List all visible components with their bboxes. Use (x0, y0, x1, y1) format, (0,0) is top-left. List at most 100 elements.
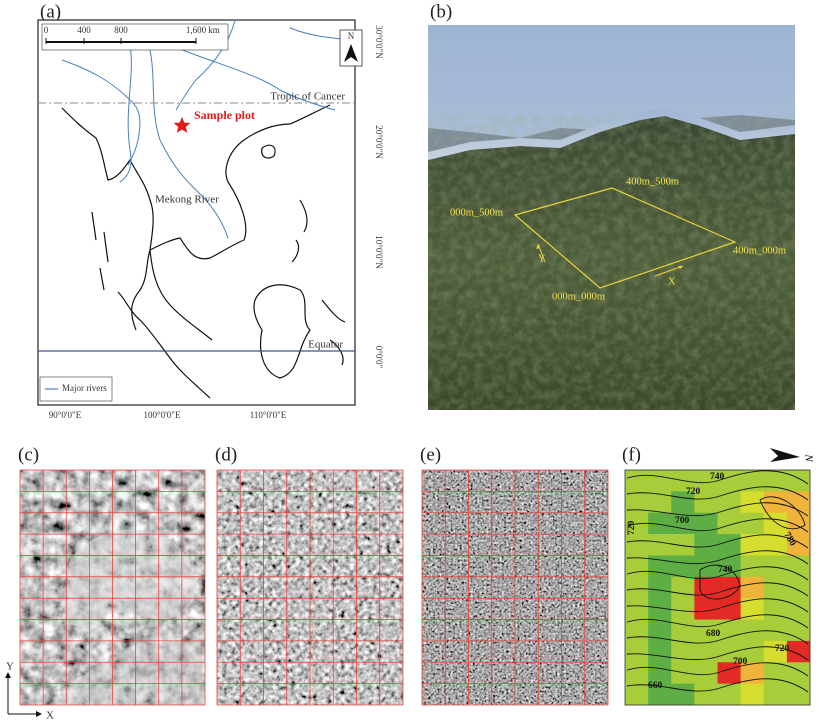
shape (624, 469, 811, 706)
shape (648, 640, 672, 663)
shape (740, 576, 765, 599)
shape (671, 619, 695, 642)
label: 400m_500m (626, 176, 679, 187)
shape (671, 683, 695, 706)
shape (625, 683, 649, 706)
shape (626, 566, 809, 581)
shape (717, 576, 741, 599)
shape (740, 470, 765, 492)
shape (626, 518, 809, 533)
shape (648, 534, 672, 556)
shape (763, 470, 788, 492)
label: Sample plot (194, 108, 255, 122)
label: (f) (622, 444, 641, 465)
shape (91, 211, 109, 291)
shape (626, 662, 809, 677)
shape (717, 512, 741, 535)
shape (740, 555, 765, 578)
shape (625, 619, 649, 642)
shape (173, 117, 191, 133)
label: Y (538, 253, 546, 264)
shape (763, 683, 788, 706)
shape (5, 672, 11, 678)
shape (759, 496, 806, 530)
shape (671, 640, 695, 663)
shape (625, 491, 649, 514)
label: 680 (706, 629, 721, 639)
shape (671, 534, 695, 556)
label: 720 (686, 487, 701, 497)
shape (740, 512, 765, 535)
shape (763, 512, 788, 535)
shape (717, 491, 741, 514)
label: 30°0'0"N (374, 25, 384, 59)
shape (694, 683, 718, 706)
shape (37, 19, 356, 406)
shape (64, 529, 197, 629)
label: km (208, 25, 220, 35)
shape (786, 598, 811, 620)
shape (648, 598, 672, 620)
shape (763, 640, 788, 663)
shape (626, 630, 809, 645)
shape (626, 614, 809, 629)
label: 110°0'0"E (250, 410, 287, 420)
shape (671, 598, 695, 620)
shape (786, 470, 811, 492)
label: (e) (420, 444, 441, 465)
shape (513, 187, 737, 289)
shape (648, 512, 672, 535)
shape (61, 59, 141, 166)
label: N (348, 31, 355, 41)
shape (786, 662, 811, 684)
label: N (802, 453, 814, 462)
shape (117, 291, 211, 399)
label: Y (6, 661, 14, 673)
shape (149, 49, 229, 239)
shape (717, 683, 741, 706)
label: 0 (44, 25, 49, 35)
shape (428, 108, 795, 160)
shape (626, 534, 809, 549)
shape (625, 640, 649, 663)
shape (626, 550, 809, 565)
shape (625, 598, 649, 620)
shape (625, 534, 649, 556)
shape (648, 470, 672, 492)
shape (763, 534, 788, 556)
shape (694, 470, 718, 492)
label: 400 (77, 25, 91, 35)
label: 10°0'0"N (374, 235, 384, 269)
shape (671, 662, 695, 684)
shape (763, 619, 788, 642)
shape (175, 19, 236, 111)
shape (740, 683, 765, 706)
shape (344, 44, 358, 62)
shape (19, 469, 609, 706)
shape (763, 555, 788, 578)
shape (694, 512, 718, 535)
shape (699, 564, 741, 600)
shape (694, 534, 718, 556)
shape (671, 576, 695, 599)
label: Mekong River (155, 194, 219, 206)
shape (149, 104, 331, 260)
shape (717, 534, 741, 556)
shape (626, 646, 809, 661)
label: (a) (40, 1, 61, 22)
label: 0°0'0" (374, 346, 384, 369)
label: 90°0'0"E (49, 410, 82, 420)
label: (c) (18, 444, 39, 465)
shape (61, 107, 213, 341)
shape (671, 512, 695, 535)
label: 100°0'0"E (144, 410, 181, 420)
shape (626, 486, 809, 501)
label: 740 (710, 472, 725, 482)
label: 20°0'0"N (374, 125, 384, 159)
shape (717, 598, 741, 620)
shape (648, 683, 672, 706)
label: 400m_000m (733, 245, 786, 256)
shape (740, 491, 765, 514)
shape (648, 619, 672, 642)
